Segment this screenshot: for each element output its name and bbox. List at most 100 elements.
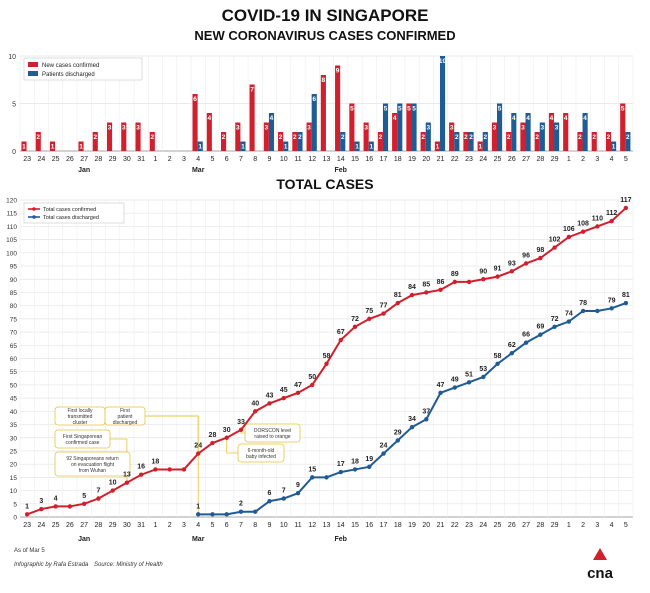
line-point — [124, 480, 130, 485]
line-point — [580, 229, 586, 234]
bar-data-label: 3 — [521, 125, 525, 132]
bar-mark — [382, 103, 389, 151]
line-data-label: 112 — [606, 210, 617, 217]
line-point — [481, 277, 486, 282]
bar-x-tick-label: 4 — [610, 156, 614, 163]
line-point — [253, 509, 258, 514]
line-y-tick-label: 75 — [10, 316, 18, 323]
line-data-label: 53 — [479, 366, 487, 373]
bar-x-tick-label: 25 — [52, 156, 60, 163]
line-data-label: 18 — [351, 458, 359, 465]
line-point — [310, 382, 315, 388]
line-point — [595, 224, 600, 229]
bar-data-label: 2 — [607, 134, 611, 141]
line-x-tick-label: 24 — [479, 522, 487, 529]
line-x-tick-label: 13 — [323, 522, 331, 529]
bar-x-tick-label: 15 — [351, 156, 359, 163]
bar-data-label: 4 — [393, 115, 397, 122]
line-point — [495, 274, 500, 279]
bar-mark — [496, 103, 503, 151]
line-x-tick-label: 10 — [280, 522, 288, 529]
bar-x-tick-label: 2 — [581, 156, 585, 163]
bar-mark — [411, 103, 417, 151]
bar-mark — [554, 122, 560, 151]
line-point — [324, 361, 329, 366]
bar-x-tick-label: 30 — [123, 156, 131, 163]
bar-x-tick-label: 24 — [479, 156, 487, 163]
annotation-box — [104, 406, 146, 426]
line-data-label: 28 — [209, 432, 217, 439]
line-month-label: Feb — [335, 536, 347, 543]
line-point — [495, 361, 500, 366]
bar-mark — [311, 94, 317, 151]
line-point — [267, 498, 272, 504]
line-data-label: 19 — [365, 456, 373, 463]
line-data-label: 81 — [622, 292, 630, 299]
line-point — [195, 512, 201, 517]
annotation-text: First Singaporean confirmed case — [63, 434, 103, 446]
line-point — [238, 427, 244, 433]
line-x-tick-label: 3 — [182, 522, 186, 529]
line-y-tick-label: 70 — [10, 330, 18, 337]
bar-x-tick-label: 31 — [137, 156, 145, 163]
bar-x-tick-label: 18 — [394, 156, 402, 163]
bar-data-label: 2 — [578, 134, 582, 141]
bar-data-label: 5 — [412, 106, 416, 113]
line-point — [424, 290, 429, 295]
bar-mark — [278, 132, 284, 151]
line-point — [338, 469, 343, 475]
line-data-label: 51 — [465, 371, 473, 378]
line-data-label: 7 — [96, 488, 100, 495]
bar-x-tick-label: 26 — [66, 156, 74, 163]
bar-data-label: 7 — [250, 87, 254, 94]
line-x-tick-label: 14 — [337, 522, 345, 529]
bar-x-tick-label: 3 — [595, 156, 599, 163]
bar-data-label: 4 — [583, 115, 587, 122]
bar-data-label: 2 — [469, 134, 473, 141]
line-point — [367, 316, 372, 322]
line-point — [481, 374, 486, 380]
line-point — [424, 417, 429, 422]
line-point — [53, 504, 58, 509]
cna-logo: cna — [587, 548, 614, 582]
bar-data-label: 2 — [36, 134, 40, 141]
line-point — [153, 467, 158, 472]
bar-month-label: Jan — [78, 167, 90, 174]
line-y-tick-label: 80 — [10, 303, 18, 310]
bar-x-tick-label: 12 — [308, 156, 316, 163]
annotation-text: First patient discharged — [113, 408, 138, 426]
bar-data-label: 1 — [369, 144, 373, 151]
line-y-tick-label: 60 — [10, 356, 18, 363]
bar-mark — [106, 122, 113, 151]
bar-mark — [506, 132, 512, 151]
bar-data-label: 3 — [541, 125, 545, 132]
bar-data-label: 5 — [350, 106, 354, 113]
line-point — [310, 475, 315, 480]
line-point — [466, 380, 472, 385]
annotation-box — [54, 429, 111, 449]
as-of-note: As of Mar 5 — [14, 548, 45, 554]
bar-x-tick-label: 26 — [508, 156, 516, 163]
line-x-tick-label: 29 — [109, 522, 117, 529]
line-data-label: 67 — [337, 329, 345, 336]
line-data-label: 30 — [223, 427, 231, 434]
bar-x-tick-label: 28 — [536, 156, 544, 163]
line-data-label: 40 — [251, 400, 259, 407]
line-x-tick-label: 25 — [494, 522, 502, 529]
bar-x-tick-label: 27 — [80, 156, 88, 163]
line-y-tick-label: 90 — [10, 277, 18, 284]
line-point — [452, 385, 458, 390]
line-x-tick-label: 22 — [451, 522, 459, 529]
line-y-tick-label: 100 — [6, 250, 17, 257]
bar-mark — [611, 141, 617, 151]
bar-mark — [368, 141, 374, 151]
bar-data-label: 2 — [279, 134, 283, 141]
bar-month-label: Feb — [335, 167, 347, 174]
bar-y-tick-label: 0 — [12, 149, 16, 156]
bar-x-tick-label: 9 — [268, 156, 272, 163]
line-data-label: 58 — [494, 353, 502, 360]
bar-x-tick-label: 5 — [211, 156, 215, 163]
bar-data-label: 3 — [426, 125, 430, 132]
bar-mark — [591, 132, 597, 151]
bar-x-tick-label: 6 — [225, 156, 229, 163]
